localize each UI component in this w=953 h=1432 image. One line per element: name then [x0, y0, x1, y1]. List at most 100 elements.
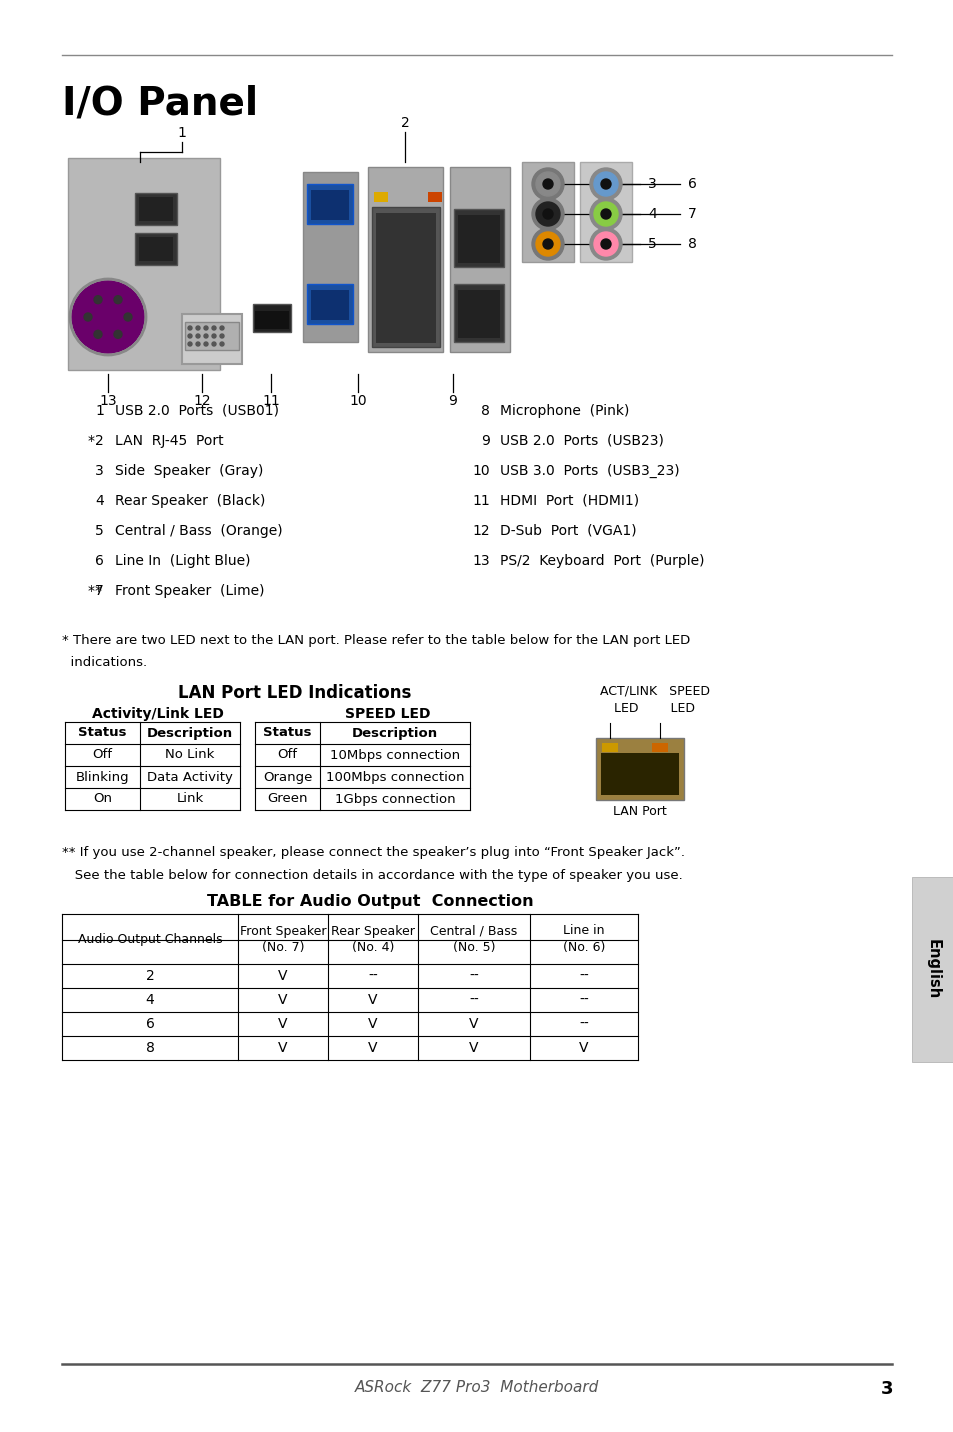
Text: (No. 5): (No. 5) [453, 941, 495, 954]
Text: --: -- [578, 992, 588, 1007]
Text: --: -- [469, 969, 478, 982]
Circle shape [188, 342, 192, 347]
Circle shape [600, 209, 610, 219]
Bar [375, 213, 436, 344]
Text: No Link: No Link [165, 749, 214, 762]
Text: USB 2.0  Ports  (USB23): USB 2.0 Ports (USB23) [499, 434, 663, 448]
Text: Line in: Line in [562, 925, 604, 938]
Text: Line In  (Light Blue): Line In (Light Blue) [115, 554, 251, 569]
Text: LAN Port: LAN Port [613, 805, 666, 818]
Text: V: V [278, 1041, 288, 1055]
Text: 3: 3 [880, 1380, 892, 1398]
Bar [139, 198, 172, 221]
Text: *: * [88, 434, 99, 448]
Circle shape [220, 342, 224, 347]
Circle shape [532, 228, 563, 261]
Circle shape [594, 232, 618, 256]
Text: PS/2  Keyboard  Port  (Purple): PS/2 Keyboard Port (Purple) [499, 554, 703, 569]
Text: Rear Speaker: Rear Speaker [331, 925, 415, 938]
Circle shape [600, 179, 610, 189]
Circle shape [600, 239, 610, 249]
Circle shape [220, 334, 224, 338]
Text: (No. 4): (No. 4) [352, 941, 394, 954]
Bar [454, 284, 503, 342]
Bar [139, 238, 172, 261]
Circle shape [195, 334, 200, 338]
Bar [374, 192, 388, 202]
Text: 9: 9 [480, 434, 490, 448]
Text: 12: 12 [472, 524, 490, 538]
Text: Description: Description [147, 726, 233, 739]
Circle shape [532, 198, 563, 231]
Bar [182, 314, 242, 364]
Bar [457, 215, 499, 263]
Bar [600, 753, 679, 795]
Text: Status: Status [78, 726, 127, 739]
Bar [311, 291, 349, 319]
Bar [307, 284, 353, 324]
Text: V: V [278, 992, 288, 1007]
Text: 10Mbps connection: 10Mbps connection [330, 749, 459, 762]
Text: 8: 8 [480, 404, 490, 418]
Text: --: -- [469, 992, 478, 1007]
Text: On: On [92, 792, 112, 805]
Text: 10: 10 [472, 464, 490, 478]
Text: V: V [368, 1017, 377, 1031]
Text: 5: 5 [95, 524, 104, 538]
Text: * There are two LED next to the LAN port. Please refer to the table below for th: * There are two LED next to the LAN port… [62, 634, 690, 647]
Circle shape [542, 179, 553, 189]
Bar [65, 152, 718, 374]
Text: V: V [278, 1017, 288, 1031]
Text: --: -- [368, 969, 377, 982]
Text: V: V [368, 1041, 377, 1055]
Text: 8: 8 [146, 1041, 154, 1055]
Bar [428, 192, 441, 202]
Text: 1Gbps connection: 1Gbps connection [335, 792, 455, 805]
Text: 2: 2 [146, 969, 154, 982]
Text: LAN Port LED Indications: LAN Port LED Indications [178, 684, 412, 702]
Bar [135, 233, 177, 265]
Bar [303, 172, 357, 342]
Text: ** If you use 2-channel speaker, please connect the speaker’s plug into “Front S: ** If you use 2-channel speaker, please … [62, 846, 684, 859]
Text: (No. 7): (No. 7) [261, 941, 304, 954]
Text: 11: 11 [262, 394, 279, 408]
Text: 4: 4 [146, 992, 154, 1007]
Text: Blinking: Blinking [75, 770, 130, 783]
Text: Orange: Orange [262, 770, 312, 783]
Text: 4: 4 [95, 494, 104, 508]
Text: SPEED LED: SPEED LED [345, 707, 431, 720]
Circle shape [536, 202, 559, 226]
Circle shape [212, 334, 215, 338]
Text: 7: 7 [95, 584, 104, 599]
Text: Central / Bass  (Orange): Central / Bass (Orange) [115, 524, 282, 538]
Text: Off: Off [277, 749, 297, 762]
Text: Rear Speaker  (Black): Rear Speaker (Black) [115, 494, 265, 508]
Text: 3: 3 [95, 464, 104, 478]
Bar [68, 158, 220, 369]
Circle shape [589, 198, 621, 231]
Circle shape [113, 295, 122, 304]
Text: ACT/LINK   SPEED: ACT/LINK SPEED [599, 684, 709, 697]
Text: USB 3.0  Ports  (USB3_23): USB 3.0 Ports (USB3_23) [499, 464, 679, 478]
Bar [651, 743, 667, 752]
Text: 6: 6 [146, 1017, 154, 1031]
Text: Front Speaker  (Lime): Front Speaker (Lime) [115, 584, 264, 599]
Text: Link: Link [176, 792, 203, 805]
Text: V: V [469, 1041, 478, 1055]
Text: English: English [924, 939, 940, 1000]
Circle shape [195, 326, 200, 329]
Circle shape [212, 326, 215, 329]
Text: 100Mbps connection: 100Mbps connection [325, 770, 464, 783]
Text: ASRock  Z77 Pro3  Motherboard: ASRock Z77 Pro3 Motherboard [355, 1380, 598, 1395]
Bar [311, 190, 349, 221]
Circle shape [589, 168, 621, 200]
Text: D-Sub  Port  (VGA1): D-Sub Port (VGA1) [499, 524, 636, 538]
Text: V: V [278, 969, 288, 982]
Text: Description: Description [352, 726, 437, 739]
Circle shape [204, 342, 208, 347]
Text: 12: 12 [193, 394, 211, 408]
Text: Green: Green [267, 792, 308, 805]
Text: USB 2.0  Ports  (USB01): USB 2.0 Ports (USB01) [115, 404, 278, 418]
Circle shape [204, 334, 208, 338]
Bar [911, 876, 953, 1063]
